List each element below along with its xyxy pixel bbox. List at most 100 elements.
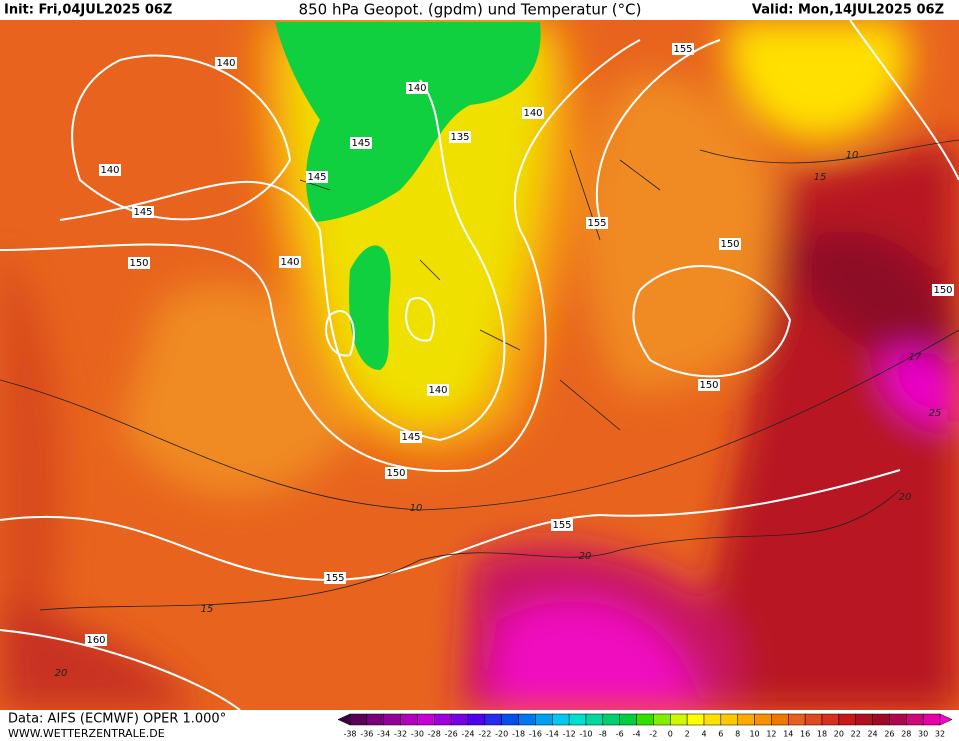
scale-label: -2 [649, 730, 657, 739]
scale-box [703, 713, 722, 726]
scale-label: -14 [546, 730, 559, 739]
scale-box [484, 713, 502, 726]
contour-label-box [719, 238, 741, 250]
scale-box [872, 713, 890, 726]
scale-label: 22 [851, 730, 861, 739]
scale-box [383, 713, 401, 726]
contour-label: 150 [386, 468, 405, 479]
temperature-field [0, 20, 959, 710]
scale-label: -28 [428, 730, 441, 739]
contour-label-box [449, 131, 471, 143]
scale-label: 28 [901, 730, 911, 739]
contour-label: 20 [899, 492, 912, 503]
scale-label: -36 [360, 730, 373, 739]
scale-label: -18 [512, 730, 525, 739]
scale-box [450, 713, 469, 726]
contour-label-box [672, 43, 694, 55]
contour-label: 15 [201, 604, 214, 615]
scale-label: -32 [394, 730, 407, 739]
scale-box [670, 713, 688, 726]
scale-box [788, 713, 806, 726]
scale-box [754, 713, 772, 726]
contour-label: 20 [55, 668, 68, 679]
scale-box [838, 713, 856, 726]
scale-label: 8 [735, 730, 740, 739]
scale-label: 12 [766, 730, 776, 739]
scale-box [771, 713, 789, 726]
scale-box [467, 713, 486, 726]
contour-label: 150 [720, 239, 739, 250]
scale-label: 26 [884, 730, 894, 739]
scale-label: -38 [343, 730, 356, 739]
scale-label: 30 [918, 730, 928, 739]
contour-label: 25 [929, 408, 942, 419]
contour-label-box [586, 217, 608, 229]
contour-label-box [698, 379, 720, 391]
data-source: Data: AIFS (ECMWF) OPER 1.000° [8, 712, 226, 727]
scale-label: -16 [529, 730, 542, 739]
scale-label: -4 [633, 730, 641, 739]
contour-label: 17 [909, 352, 922, 363]
scale-label: 6 [718, 730, 723, 739]
contour-label-box [350, 137, 372, 149]
map-title: 850 hPa Geopot. (gpdm) und Temperatur (°… [299, 1, 642, 19]
scale-label: 32 [935, 730, 945, 739]
scale-label: 14 [783, 730, 793, 739]
contour-label-box [932, 284, 954, 296]
contour-label: 10 [846, 150, 859, 161]
contour-label-box [522, 107, 544, 119]
scale-box [349, 713, 368, 726]
contour-label: 20 [579, 551, 592, 562]
scale-box [552, 713, 570, 726]
scale-box [922, 713, 941, 726]
scale-label: -24 [461, 730, 474, 739]
contour-label: 145 [401, 432, 420, 443]
scale-label: -26 [445, 730, 458, 739]
scale-box [585, 713, 604, 726]
scale-box [889, 713, 907, 726]
contour-label: 145 [307, 172, 326, 183]
contour-label: 140 [523, 108, 542, 119]
scale-label: 4 [701, 730, 706, 739]
contour-label: 145 [351, 138, 370, 149]
scale-label: 2 [685, 730, 690, 739]
contour-label-box [132, 206, 154, 218]
contour-label: 140 [407, 83, 426, 94]
scale-box [400, 713, 418, 726]
scale-label: 16 [800, 730, 810, 739]
contour-label-box [427, 384, 449, 396]
contour-label: 155 [552, 520, 571, 531]
scale-label: -12 [563, 730, 576, 739]
scale-label: -22 [478, 730, 491, 739]
scale-box [653, 713, 671, 726]
scale-label: -30 [411, 730, 424, 739]
contour-label: 155 [673, 44, 692, 55]
scale-box [501, 713, 519, 726]
scale-box [417, 713, 435, 726]
scale-label: -6 [616, 730, 624, 739]
scale-box [686, 713, 705, 726]
contour-label: 140 [280, 257, 299, 268]
scale-box [568, 713, 587, 726]
scale-label: 0 [668, 730, 673, 739]
contour-label: 150 [129, 258, 148, 269]
contour-label-box [406, 82, 428, 94]
scale-label: -34 [377, 730, 390, 739]
contour-label: 15 [814, 172, 827, 183]
contour-label-box [215, 57, 237, 69]
contour-label-box [279, 256, 301, 268]
scale-arrow [939, 713, 953, 726]
contour-label: 155 [325, 573, 344, 584]
scale-box [804, 713, 823, 726]
scale-box [602, 713, 620, 726]
contour-label: 150 [933, 285, 952, 296]
scale-box [821, 713, 840, 726]
scale-box [636, 713, 654, 726]
contour-label-box [385, 467, 407, 479]
scale-label: 10 [749, 730, 759, 739]
scale-box [366, 713, 384, 726]
scale-label: 20 [834, 730, 844, 739]
contour-label-box [551, 519, 573, 531]
contour-label-box [99, 164, 121, 176]
